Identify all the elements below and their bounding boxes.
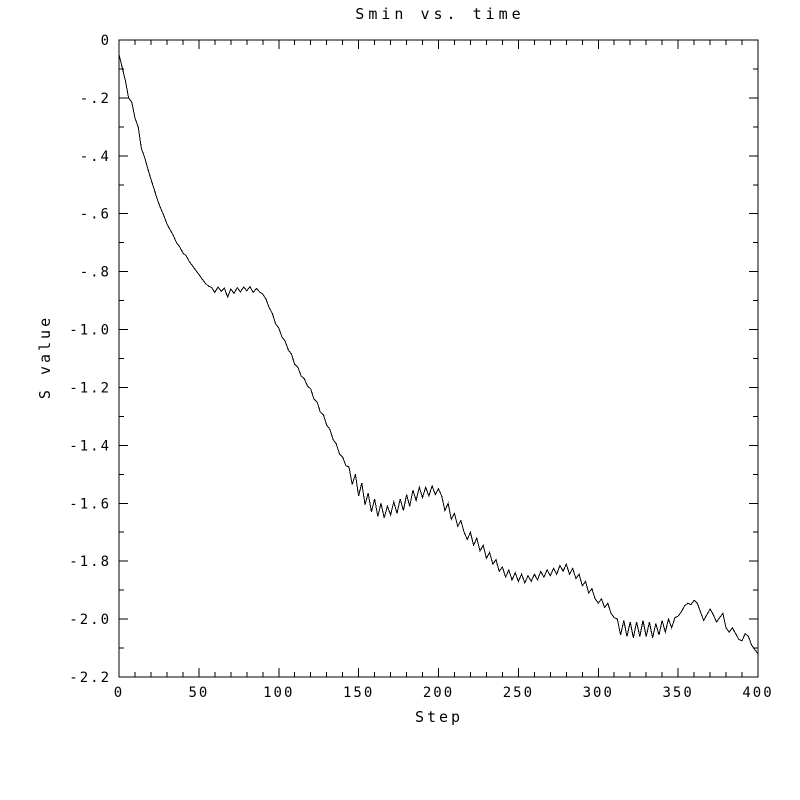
y-axis-label: S value (36, 315, 54, 399)
x-tick-labels: 0 50 100 150 200 250 300 350 400 (114, 685, 773, 701)
x-tick-label: 200 (423, 685, 454, 701)
x-tick-label: 250 (503, 685, 534, 701)
x-tick-label: 150 (343, 685, 374, 701)
y-tick-label: -1.0 (69, 323, 111, 339)
y-tick-label: 0 (101, 33, 111, 49)
y-tick-label: -.2 (80, 91, 111, 107)
x-tick-label: 400 (742, 685, 773, 701)
y-tick-label: -1.2 (69, 380, 111, 396)
x-tick-label: 0 (114, 685, 124, 701)
x-tick-label: 300 (583, 685, 614, 701)
chart-title: Smin vs. time (355, 5, 524, 23)
y-tick-label: -1.8 (69, 554, 111, 570)
y-tick-label: -.4 (80, 149, 111, 165)
y-tick-label: -1.4 (69, 438, 111, 454)
y-tick-labels: 0 -.2 -.4 -.6 -.8 -1.0 -1.2 -1.4 -1.6 -1.8 -2.0 -2.… (69, 33, 111, 686)
x-axis-label: Step (415, 708, 463, 726)
y-tick-label: -.8 (80, 265, 111, 281)
x-tick-label: 350 (662, 685, 693, 701)
y-tick-label: -.6 (80, 207, 111, 223)
axis-ticks (118, 39, 759, 678)
x-tick-label: 50 (188, 685, 209, 701)
y-tick-label: -2.2 (69, 670, 111, 686)
plot-curve-smin (118, 54, 759, 655)
y-tick-label: -1.6 (69, 496, 111, 512)
plot-area-frame (118, 39, 759, 678)
x-tick-label: 100 (263, 685, 294, 701)
y-tick-label: -2.0 (69, 612, 111, 628)
